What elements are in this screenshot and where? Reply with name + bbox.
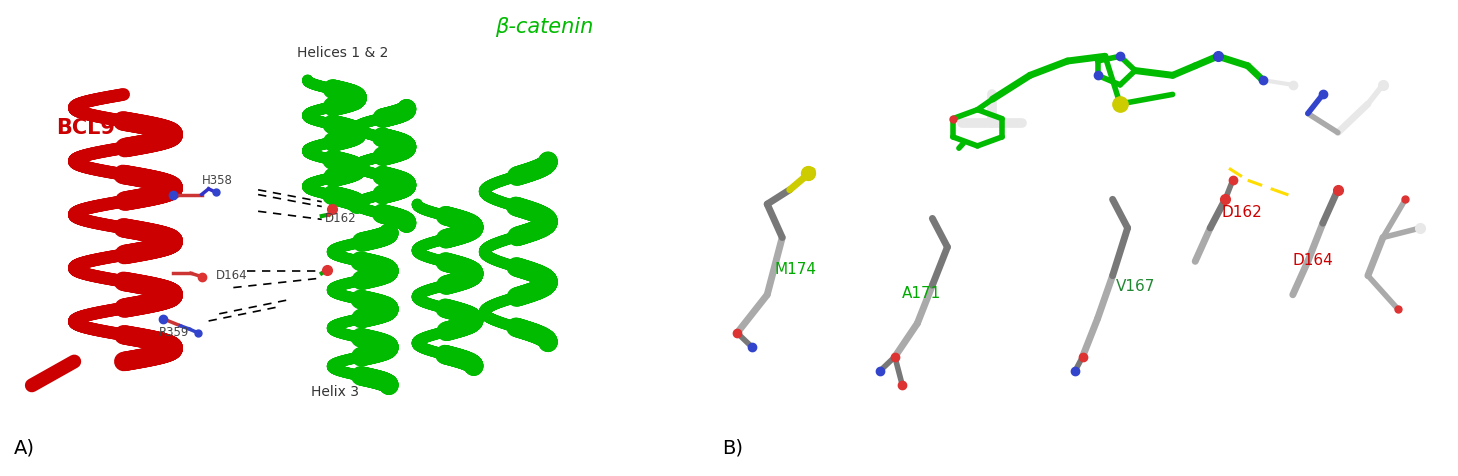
Text: D162: D162 <box>1222 205 1263 219</box>
Text: Helix 3: Helix 3 <box>311 384 359 398</box>
Text: Helices 1 & 2: Helices 1 & 2 <box>297 46 388 60</box>
Text: A): A) <box>15 438 35 457</box>
Text: B): B) <box>722 438 744 457</box>
Text: D164: D164 <box>1293 252 1334 267</box>
Text: β-catenin: β-catenin <box>494 17 593 37</box>
Text: D162: D162 <box>325 211 357 224</box>
Text: V167: V167 <box>1117 278 1156 293</box>
Text: R359: R359 <box>159 326 190 338</box>
Text: M174: M174 <box>774 262 816 277</box>
Text: BCL9: BCL9 <box>57 117 115 137</box>
Text: H358: H358 <box>201 173 232 186</box>
Text: A171: A171 <box>903 286 942 300</box>
Text: D164: D164 <box>216 268 248 281</box>
